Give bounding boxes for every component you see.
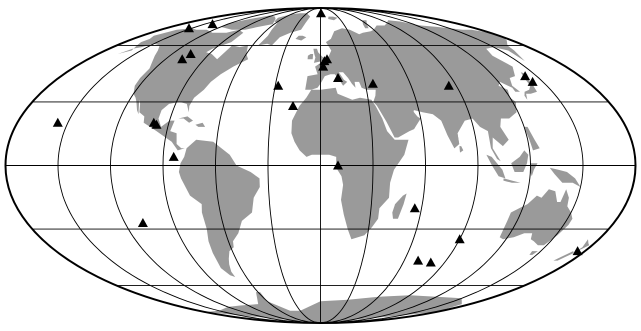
land-hispaniola — [195, 122, 206, 127]
land-tasmania — [529, 251, 538, 255]
station-triangle-marker — [443, 80, 454, 90]
land-australia — [499, 189, 573, 246]
land-india — [432, 97, 473, 149]
land-europe-asia — [305, 20, 525, 162]
land-java — [503, 178, 521, 183]
station-triangle-marker — [151, 119, 162, 129]
station-triangle-marker — [207, 19, 218, 29]
station-triangle-marker — [322, 54, 332, 64]
land-sulawesi — [530, 163, 538, 177]
station-triangle-marker — [185, 49, 196, 58]
station-triangle-marker — [333, 160, 343, 170]
land-svalbard — [328, 16, 338, 21]
station-triangle-marker — [572, 246, 583, 256]
land-new-guinea — [549, 167, 581, 187]
station-triangle-marker — [425, 257, 436, 267]
station-markers — [52, 8, 583, 267]
land-cuba — [178, 116, 193, 123]
station-triangle-marker — [520, 71, 531, 81]
station-triangle-marker — [367, 78, 378, 88]
land-madagascar — [392, 193, 407, 219]
land-greenland — [258, 13, 311, 46]
land-sumatra — [486, 154, 506, 179]
station-triangle-marker — [316, 8, 326, 18]
station-triangle-marker — [454, 234, 465, 244]
station-triangle-marker — [413, 255, 424, 265]
station-triangle-marker — [288, 101, 298, 110]
station-triangle-marker — [318, 61, 329, 71]
land-sri-lanka — [459, 146, 464, 153]
land-new-zealand-south — [553, 251, 574, 261]
land-japan — [520, 72, 537, 100]
land-philippines — [524, 126, 540, 151]
land-ireland — [307, 54, 314, 60]
station-triangle-marker — [52, 117, 63, 127]
station-triangle-marker — [273, 80, 284, 90]
station-triangle-marker — [184, 23, 194, 33]
land-iceland — [295, 35, 307, 41]
station-triangle-marker — [137, 218, 148, 227]
land-arabia — [377, 93, 419, 138]
station-triangle-marker — [527, 76, 538, 86]
map-border — [4, 7, 637, 324]
land-borneo — [511, 150, 529, 172]
station-triangle-marker — [333, 73, 343, 82]
land-antarctica — [205, 292, 462, 323]
station-triangle-marker — [168, 151, 179, 161]
land-new-zealand-north — [576, 239, 590, 252]
station-triangle-marker — [409, 203, 420, 213]
station-triangle-marker — [177, 54, 188, 64]
